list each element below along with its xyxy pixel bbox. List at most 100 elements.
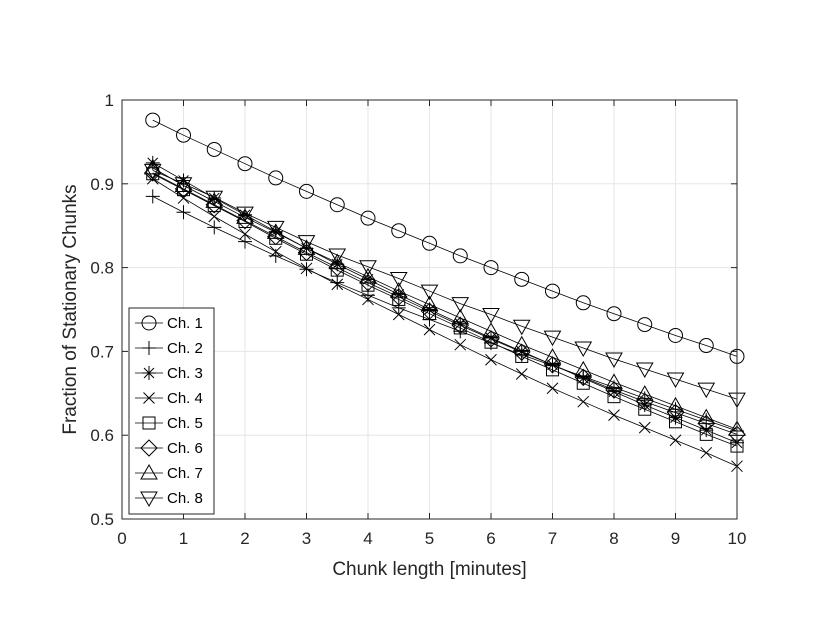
data-point-asterisk: [238, 207, 252, 222]
x-tick-label: 7: [548, 529, 557, 548]
series-layer: [143, 112, 746, 473]
legend-entry: Ch. 4: [135, 390, 203, 407]
data-point-asterisk: [268, 224, 283, 239]
data-point-circle: [391, 223, 407, 239]
data-point-x: [700, 446, 713, 459]
y-tick-label: 0.6: [90, 426, 114, 445]
data-point-triangle-up: [574, 360, 593, 377]
data-point-triangle-up: [266, 223, 285, 239]
legend-label: Ch. 2: [167, 340, 203, 357]
legend-entry: Ch. 5: [135, 415, 203, 432]
data-point-triangle-down: [266, 220, 285, 237]
data-point-triangle-down: [174, 177, 193, 193]
data-point-circle: [329, 197, 345, 213]
data-point-x: [546, 382, 559, 395]
data-point-triangle-up: [359, 267, 377, 284]
series-line: [152, 173, 738, 447]
data-point-asterisk: [699, 423, 714, 438]
data-point-plus: [299, 262, 314, 277]
legend-entry: Ch. 1: [135, 315, 203, 332]
series-line: [152, 167, 738, 430]
data-point-asterisk: [207, 191, 222, 206]
data-point-asterisk: [576, 371, 591, 386]
data-point-triangle-down: [205, 190, 224, 207]
data-point-plus: [330, 275, 345, 290]
data-point-triangle-up: [543, 348, 562, 364]
data-point-triangle-down: [143, 163, 162, 180]
legend-label: Ch. 6: [167, 440, 203, 457]
data-point-triangle-down: [697, 382, 716, 399]
data-point-circle: [606, 306, 622, 322]
data-point-square: [669, 415, 682, 429]
series-1: [145, 112, 745, 364]
data-point-circle: [514, 271, 530, 287]
data-point-triangle-down: [512, 319, 531, 336]
series-7: [143, 158, 746, 436]
data-point-asterisk: [607, 384, 621, 399]
data-point-diamond: [482, 330, 500, 348]
data-point-triangle-up: [328, 253, 347, 270]
legend-entry: Ch. 6: [135, 439, 203, 457]
data-point-circle: [637, 317, 653, 333]
data-point-x: [300, 262, 313, 275]
data-point-plus: [238, 234, 252, 249]
legend-marker-x: [143, 392, 155, 404]
data-point-triangle-down: [605, 352, 623, 368]
data-point-triangle-down: [389, 271, 408, 288]
x-tick-label: 5: [425, 529, 434, 548]
data-point-asterisk: [422, 302, 437, 317]
data-point-diamond: [697, 414, 715, 433]
data-point-circle: [545, 283, 560, 299]
series-line: [152, 196, 738, 432]
legend-marker-triangle-down: [140, 491, 158, 508]
x-axis-label: Chunk length [minutes]: [332, 559, 526, 580]
data-point-circle: [360, 210, 376, 226]
data-point-triangle-down: [482, 308, 500, 324]
data-point-x: [177, 192, 190, 204]
data-point-circle: [483, 260, 499, 276]
data-point-x: [269, 245, 282, 258]
data-point-circle: [299, 183, 314, 199]
data-point-x: [485, 353, 497, 366]
legend-marker-triangle-up: [140, 463, 158, 480]
legend-label: Ch. 1: [167, 315, 203, 332]
data-point-triangle-up: [143, 158, 162, 175]
data-point-triangle-down: [359, 260, 377, 276]
x-tick-label: 9: [671, 529, 680, 548]
series-line: [152, 119, 738, 357]
data-point-x: [392, 308, 405, 321]
data-point-square: [238, 215, 252, 229]
axis-ticks: 0 1 2 3 4 5 6 7 8 9 10 0.5 0.6 0.7 0.8 0.9 1: [90, 91, 746, 548]
legend-marker-circle: [141, 315, 157, 331]
y-tick-label: 0.7: [90, 342, 114, 361]
y-tick-label: 0.5: [90, 510, 114, 529]
x-tick-label: 2: [240, 529, 249, 548]
data-point-diamond: [390, 288, 408, 306]
data-point-x: [454, 338, 467, 351]
legend-label: Ch. 7: [167, 465, 203, 482]
data-point-circle: [422, 235, 437, 251]
legend-entry: Ch. 8: [135, 490, 203, 508]
legend-entry: Ch. 3: [135, 365, 203, 382]
data-point-triangle-up: [236, 208, 254, 224]
legend-label: Ch. 5: [167, 415, 203, 432]
data-point-triangle-up: [482, 322, 500, 338]
data-point-triangle-down: [635, 362, 654, 379]
legend-marker-plus: [142, 341, 156, 355]
data-point-diamond: [144, 164, 162, 182]
data-point-diamond: [543, 356, 562, 374]
data-point-diamond: [636, 392, 654, 411]
data-point-circle: [206, 141, 222, 157]
data-point-circle: [268, 170, 284, 186]
data-point-x: [515, 368, 528, 380]
data-point-triangle-up: [451, 308, 470, 325]
data-point-square: [546, 363, 559, 377]
data-point-diamond: [451, 316, 469, 335]
y-tick-label: 1: [105, 91, 114, 110]
y-tick-label: 0.8: [90, 259, 114, 278]
data-point-triangle-down: [297, 235, 316, 251]
data-point-asterisk: [145, 155, 160, 170]
data-point-triangle-up: [697, 408, 716, 425]
legend-box: [128, 307, 215, 515]
